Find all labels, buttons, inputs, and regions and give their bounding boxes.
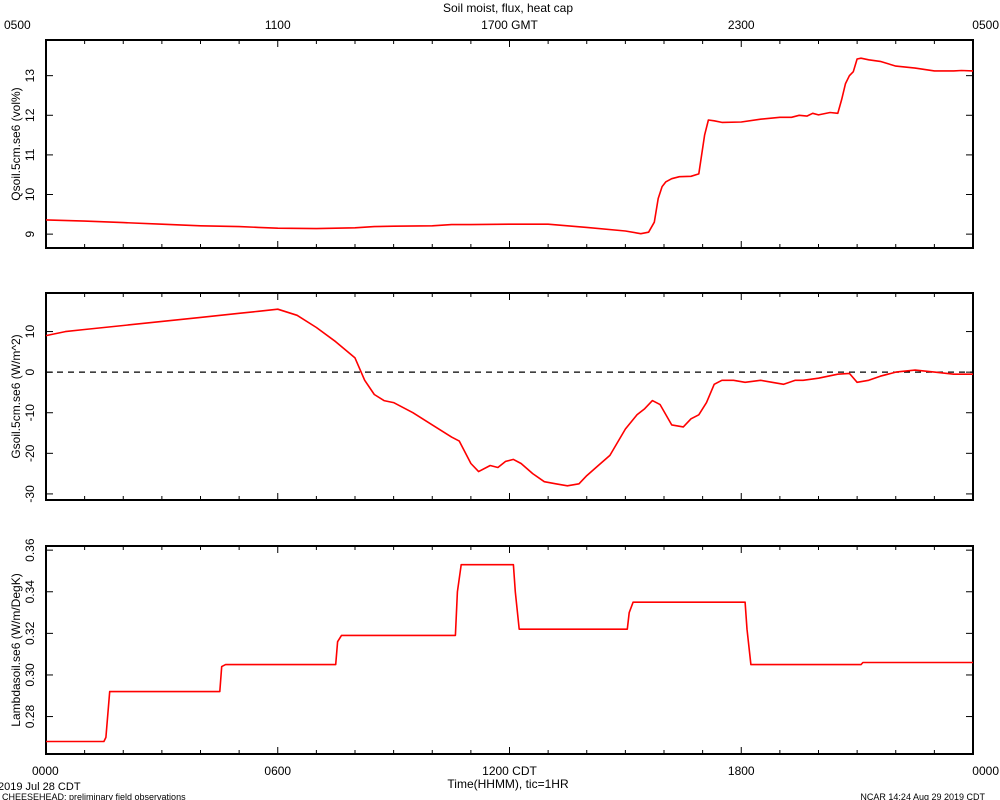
top-axis-tick-label: 2300 xyxy=(728,18,755,32)
y-axis-label: Lambdasoil.se6 (W/m/DegK) xyxy=(9,573,23,726)
plot-frame xyxy=(45,545,974,755)
y-tick-label: 0.34 xyxy=(23,580,37,604)
top-axis-tick-label: 1100 xyxy=(265,18,291,32)
footer-credit: NCAR 14:24 Aug 29 2019 CDT xyxy=(860,792,985,800)
y-axis-label: Gsoil.5cm.se6 (W/m^2) xyxy=(9,334,23,458)
top-axis-tick-label: 0500 xyxy=(972,18,999,32)
bottom-axis-tick-label: 1200 CDT xyxy=(482,764,537,778)
footer-project: CHEESEHEAD: preliminary field observatio… xyxy=(2,792,186,800)
y-tick-label: 0.36 xyxy=(23,538,37,562)
y-tick-label: 10 xyxy=(23,188,37,202)
bottom-axis-tick-label: 0000 xyxy=(32,764,59,778)
y-tick-label: -20 xyxy=(23,444,37,462)
top-axis-tick-label: 0500 xyxy=(4,18,31,32)
y-tick-label: -30 xyxy=(23,485,37,503)
bottom-axis-tick-label: 0600 xyxy=(264,764,291,778)
series-line xyxy=(45,57,974,235)
bottom-axis-tick-label: 1800 xyxy=(728,764,755,778)
y-tick-label: 0.32 xyxy=(23,621,37,645)
bottom-axis-tick-label: 0000 xyxy=(972,764,999,778)
y-tick-label: 0 xyxy=(23,368,37,375)
top-axis-tick-label: 1700 GMT xyxy=(481,18,538,32)
y-tick-label: 11 xyxy=(23,148,37,161)
series-line xyxy=(46,563,973,743)
y-tick-label: 13 xyxy=(23,69,37,83)
y-axis-label: Qsoil.5cm.se6 (vol%) xyxy=(9,87,23,200)
chart-title: Soil moist, flux, heat cap xyxy=(443,1,573,15)
footer-date: 2019 Jul 28 CDT xyxy=(0,781,81,793)
y-tick-label: 0.30 xyxy=(23,663,37,687)
y-tick-label: 12 xyxy=(23,108,37,122)
series-line xyxy=(45,308,973,487)
plot-frame xyxy=(45,292,974,501)
x-axis-label: Time(HHMM), tic=1HR xyxy=(447,777,569,791)
y-tick-label: -10 xyxy=(23,404,37,422)
y-tick-label: 10 xyxy=(23,325,37,339)
plot-frame xyxy=(45,39,974,249)
y-tick-label: 9 xyxy=(23,230,37,237)
y-tick-label: 0.28 xyxy=(23,705,37,729)
